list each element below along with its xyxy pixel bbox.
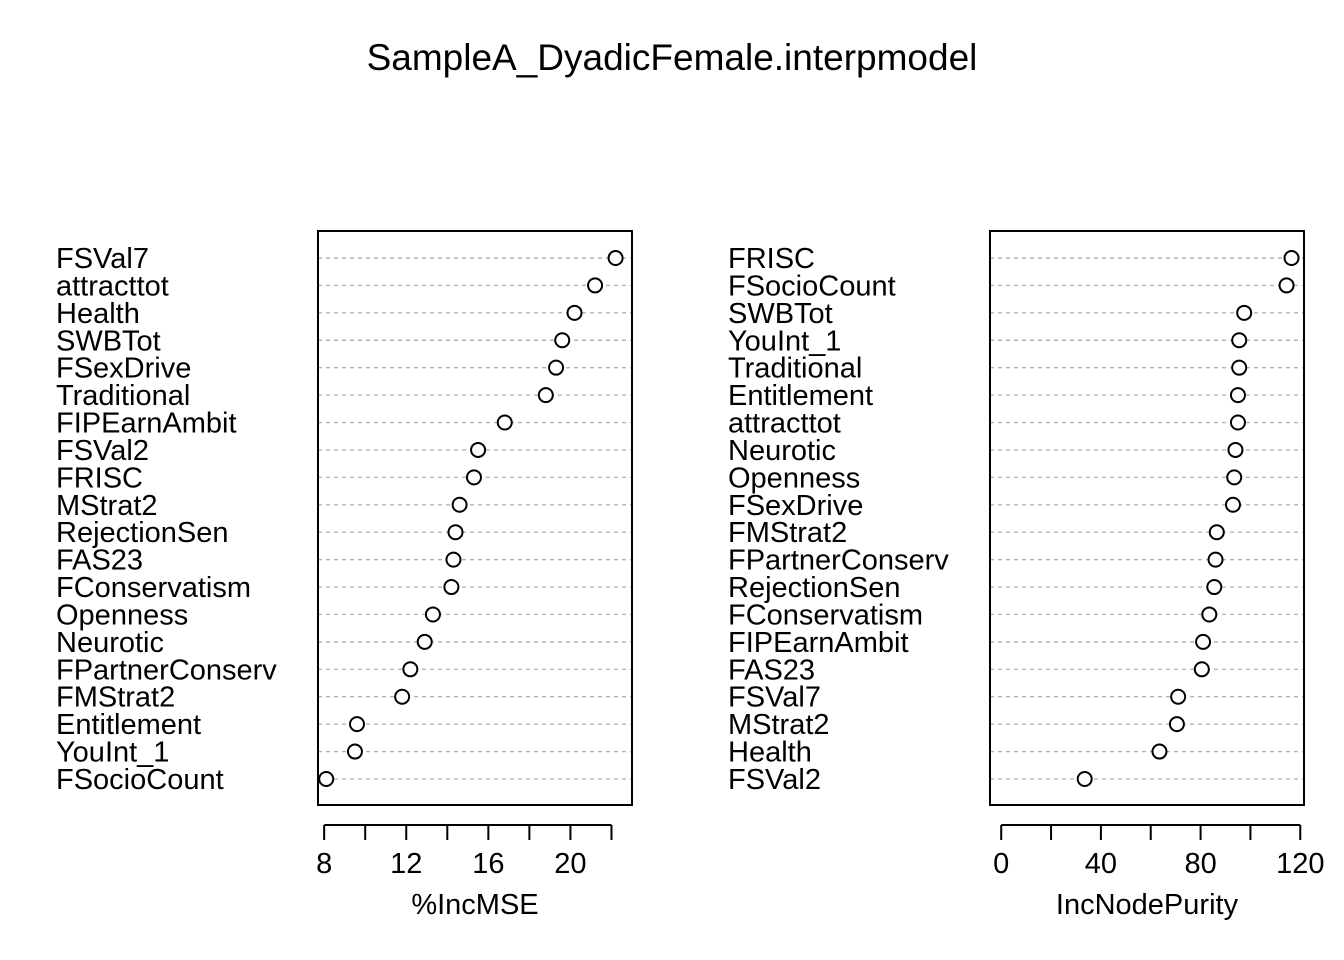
data-point [443, 579, 460, 596]
data-point [348, 716, 365, 733]
category-label: FPartnerConserv [728, 545, 949, 577]
data-point [470, 441, 487, 458]
data-point [1195, 633, 1212, 650]
x-axis-title: IncNodePurity [1056, 889, 1239, 921]
category-label: YouInt_1 [728, 325, 841, 357]
category-label: FSexDrive [56, 353, 191, 385]
category-label: Openness [56, 599, 188, 631]
category-label: Traditional [728, 353, 862, 385]
data-point [1229, 414, 1246, 431]
panel-incmse: FSVal7attracttotHealthSWBTotFSexDriveTra… [56, 230, 633, 921]
category-label: Neurotic [56, 627, 164, 659]
data-point [496, 414, 513, 431]
x-tick-label: 40 [1085, 848, 1117, 880]
panel-incnodepurity: FRISCFSocioCountSWBTotYouInt_1Traditiona… [728, 230, 1324, 921]
x-tick-label: 120 [1276, 848, 1324, 880]
data-point [451, 496, 468, 513]
category-label: FSocioCount [728, 270, 896, 302]
data-point [1226, 469, 1243, 486]
category-label: MStrat2 [728, 709, 830, 741]
plot-frame [989, 230, 1305, 806]
data-point [1206, 579, 1223, 596]
category-label: FIPEarnAmbit [728, 627, 909, 659]
data-point [548, 359, 565, 376]
category-label: FConservatism [56, 572, 251, 604]
category-label: FMStrat2 [56, 682, 175, 714]
category-label: FConservatism [728, 599, 923, 631]
x-tick-label: 20 [554, 848, 586, 880]
category-label: FRISC [56, 462, 143, 494]
data-point [1227, 441, 1244, 458]
category-label: attracttot [728, 408, 841, 440]
data-point [1231, 359, 1248, 376]
x-axis-title: %IncMSE [411, 889, 538, 921]
category-label: FSVal7 [728, 682, 821, 714]
category-label: RejectionSen [56, 517, 229, 549]
data-point [1207, 551, 1224, 568]
category-label: RejectionSen [728, 572, 901, 604]
category-label: FIPEarnAmbit [56, 408, 237, 440]
x-tick-label: 12 [390, 848, 422, 880]
data-point [566, 304, 583, 321]
x-tick-label: 80 [1184, 848, 1216, 880]
data-point [1170, 688, 1187, 705]
category-label: Neurotic [728, 435, 836, 467]
data-point [416, 633, 433, 650]
x-tick-label: 16 [472, 848, 504, 880]
category-label: SWBTot [728, 298, 833, 330]
data-point [445, 551, 462, 568]
category-label: Entitlement [728, 380, 873, 412]
data-point [1208, 524, 1225, 541]
category-label: FSocioCount [56, 764, 224, 796]
category-label: FRISC [728, 243, 815, 275]
category-label: Health [56, 298, 140, 330]
data-point [1168, 716, 1185, 733]
category-label: FPartnerConserv [56, 654, 277, 686]
data-point [1076, 770, 1093, 787]
data-point [394, 688, 411, 705]
data-point [402, 661, 419, 678]
data-point [1224, 496, 1241, 513]
category-label: Entitlement [56, 709, 201, 741]
data-point [607, 250, 624, 266]
data-point [1151, 743, 1168, 760]
category-label: Traditional [56, 380, 190, 412]
category-label: MStrat2 [56, 490, 158, 522]
data-point [1231, 332, 1248, 349]
category-label: FSexDrive [728, 490, 863, 522]
data-point [537, 387, 554, 404]
plot-frame [317, 230, 633, 806]
category-label: YouInt_1 [56, 737, 169, 769]
data-point [1278, 277, 1295, 294]
data-point [1229, 387, 1246, 404]
category-label: attracttot [56, 270, 169, 302]
category-label: Openness [728, 462, 860, 494]
data-point [318, 770, 335, 787]
category-label: FSVal7 [56, 243, 149, 275]
category-label: FAS23 [728, 654, 815, 686]
data-point [1193, 661, 1210, 678]
x-tick-label: 8 [316, 848, 332, 880]
category-label: SWBTot [56, 325, 161, 357]
category-label: FSVal2 [728, 764, 821, 796]
x-tick-label: 0 [993, 848, 1009, 880]
category-label: FMStrat2 [728, 517, 847, 549]
data-point [1201, 606, 1218, 623]
category-label: Health [728, 737, 812, 769]
data-point [447, 524, 464, 541]
data-point [1236, 304, 1253, 321]
data-point [554, 332, 571, 349]
data-point [465, 469, 482, 486]
data-point [587, 277, 604, 294]
data-point [346, 743, 363, 760]
category-label: FAS23 [56, 545, 143, 577]
category-label: FSVal2 [56, 435, 149, 467]
data-point [1283, 250, 1300, 266]
chart-title: SampleA_DyadicFemale.interpmodel [367, 37, 978, 78]
data-point [424, 606, 441, 623]
